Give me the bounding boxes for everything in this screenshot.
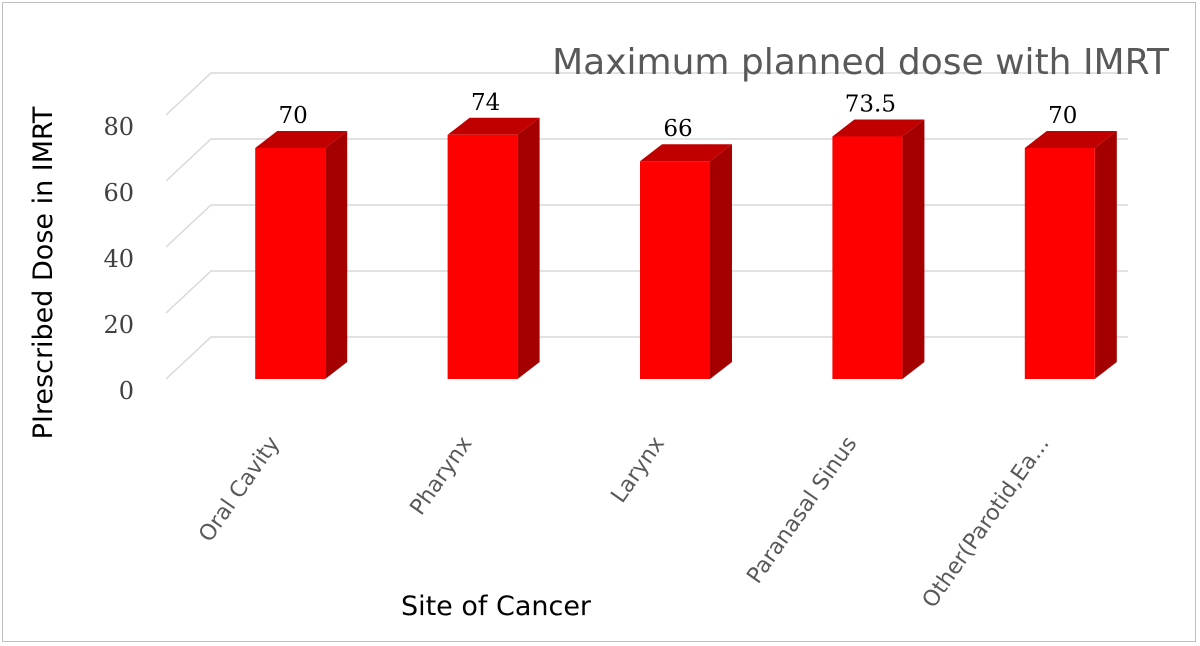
x-tick-label: Paranasal Sinus — [742, 432, 862, 588]
bar-front — [255, 148, 326, 379]
data-label: 74 — [471, 90, 500, 116]
bar-chart: 0 20 40 60 80 Oral Cavity Pharynx Larynx Parana… — [28, 42, 1170, 622]
bar-side — [1094, 131, 1117, 379]
bar-front — [1024, 148, 1095, 379]
bar — [447, 117, 540, 380]
bar-side — [710, 144, 732, 379]
x-tick-label: Larynx — [607, 432, 670, 508]
bar — [640, 144, 732, 379]
bar — [1024, 131, 1117, 379]
gridline — [165, 72, 1128, 116]
gridline — [165, 270, 1128, 314]
x-tick-label: Oral Cavity — [194, 432, 285, 547]
data-label: 73.5 — [845, 91, 896, 117]
gridline — [165, 138, 1128, 182]
bar-top — [255, 131, 348, 148]
bar-top — [640, 144, 732, 162]
bar-top — [1024, 131, 1117, 148]
data-label: 70 — [1048, 103, 1077, 129]
y-axis-title: PIrescribed Dose in IMRT — [28, 106, 59, 439]
data-label: 66 — [663, 116, 692, 142]
bar-side — [517, 117, 540, 380]
bar — [255, 131, 348, 379]
gridline — [165, 204, 1128, 248]
gridline — [165, 336, 1128, 380]
y-tick-label: 40 — [103, 245, 134, 273]
chart-title: Maximum planned dose with IMRT — [552, 42, 1170, 83]
bar-top — [832, 119, 925, 137]
bar-front — [447, 134, 518, 379]
y-tick-label: 60 — [103, 179, 134, 207]
x-tick-label: Other(Parotid,Ea... — [918, 432, 1055, 613]
data-label: 70 — [279, 103, 308, 129]
y-tick-label: 80 — [103, 113, 134, 141]
y-tick-label: 20 — [103, 311, 134, 339]
bar-side — [325, 131, 348, 379]
bar-top — [447, 117, 540, 135]
bar-front — [640, 161, 710, 379]
bar-side — [902, 119, 925, 379]
x-tick-label: Pharynx — [406, 432, 478, 520]
y-tick-label: 0 — [119, 377, 134, 405]
bar — [832, 119, 925, 379]
x-axis-title: Site of Cancer — [401, 591, 592, 622]
bar-front — [832, 136, 903, 379]
